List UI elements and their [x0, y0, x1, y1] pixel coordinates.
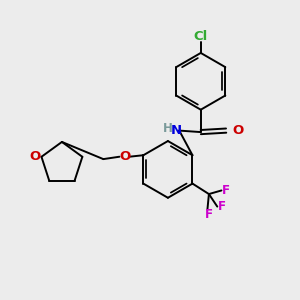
Text: F: F: [205, 208, 213, 221]
Text: O: O: [119, 150, 130, 163]
Text: F: F: [218, 200, 225, 213]
Text: O: O: [233, 124, 244, 137]
Text: Cl: Cl: [194, 30, 208, 43]
Text: F: F: [222, 184, 230, 197]
Text: N: N: [171, 124, 182, 137]
Text: O: O: [29, 150, 40, 163]
Text: H: H: [163, 122, 173, 135]
